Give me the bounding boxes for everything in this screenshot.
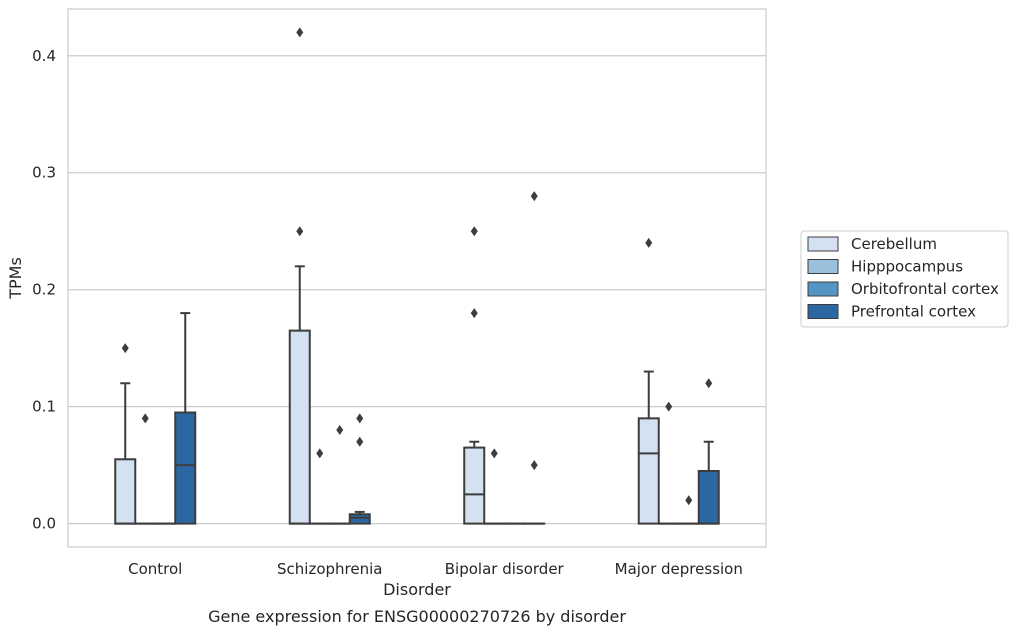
legend-swatch <box>807 281 839 297</box>
outlier-point <box>141 413 149 424</box>
y-tick-label: 0.2 <box>32 281 56 299</box>
plot-frame <box>67 8 767 548</box>
y-axis-ticks: 0.0 0.1 0.2 0.3 0.4 <box>32 47 56 533</box>
outlier-point <box>356 413 364 424</box>
box-cerebellum <box>114 343 137 525</box>
outlier-point <box>645 237 653 248</box>
box-prefrontal-cortex <box>348 413 371 525</box>
x-axis-label: Disorder <box>383 580 451 599</box>
y-tick-label: 0.0 <box>32 515 56 533</box>
legend-swatch <box>807 236 839 252</box>
x-tick-label: Major depression <box>615 560 743 578</box>
y-tick-label: 0.3 <box>32 164 56 182</box>
legend-label: Hipppocampus <box>851 258 963 276</box>
box-body <box>463 446 486 525</box>
legend-label: Orbitofrontal cortex <box>851 280 999 298</box>
x-axis-ticks: Control Schizophrenia Bipolar disorder Majo… <box>128 560 743 578</box>
box-body <box>348 513 371 525</box>
box-prefrontal-cortex <box>697 378 720 525</box>
y-axis-label: TPMs <box>6 257 25 300</box>
box-cerebellum <box>463 226 486 525</box>
box-series <box>114 27 720 525</box>
legend-swatch <box>807 304 839 319</box>
outlier-point <box>490 448 498 459</box>
box-body <box>637 417 660 525</box>
box-prefrontal-cortex <box>174 312 197 525</box>
box-prefrontal-cortex <box>523 191 546 525</box>
outlier-point <box>296 27 304 38</box>
box-cerebellum <box>288 27 311 525</box>
legend-swatch <box>807 259 839 274</box>
outlier-point <box>705 378 713 389</box>
box-body <box>174 411 197 525</box>
outlier-point <box>530 191 538 202</box>
outlier-point <box>121 343 129 354</box>
chart-caption: Gene expression for ENSG00000270726 by d… <box>208 607 626 626</box>
legend: Cerebellum Hipppocampus Orbitofrontal cort… <box>800 230 1009 328</box>
outlier-point <box>470 308 478 319</box>
x-tick-label: Bipolar disorder <box>445 560 565 578</box>
outlier-point <box>665 401 673 412</box>
outlier-point <box>685 495 693 506</box>
legend-frame <box>800 230 1009 328</box>
outlier-point <box>296 226 304 237</box>
outlier-point <box>470 226 478 237</box>
legend-label: Cerebellum <box>851 235 937 253</box>
outlier-point <box>316 448 324 459</box>
box-body <box>697 469 720 525</box>
outlier-point <box>356 436 364 447</box>
box-orbitofrontal-cortex <box>677 495 700 525</box>
x-tick-label: Schizophrenia <box>277 560 382 578</box>
box-body <box>288 329 311 525</box>
outlier-point <box>336 425 344 436</box>
y-tick-label: 0.1 <box>32 398 56 416</box>
y-tick-label: 0.4 <box>32 47 56 65</box>
outlier-point <box>530 460 538 471</box>
legend-label: Prefrontal cortex <box>851 303 976 321</box>
box-body <box>114 458 137 525</box>
box-cerebellum <box>637 237 660 525</box>
x-tick-label: Control <box>128 560 182 578</box>
